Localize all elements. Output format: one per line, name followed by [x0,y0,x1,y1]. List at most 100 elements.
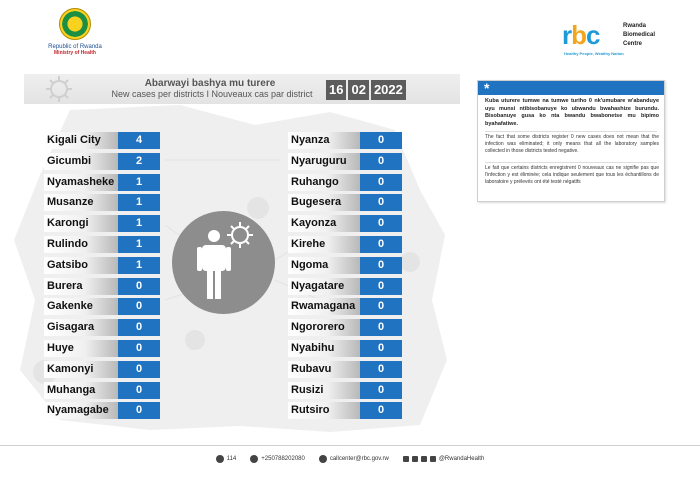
district-row: Nyanza 0 [288,132,402,149]
rbc-wordmark: rbc [562,20,600,50]
twitter-icon [402,456,409,462]
district-row: Gisagara 0 [44,319,160,337]
rbc-full-name: Rwanda Biomedical Centre [623,22,655,49]
district-name: Rulindo [44,236,118,253]
district-row: Rulindo 1 [44,236,160,253]
date-day: 16 [326,80,347,100]
district-row: Kayonza 0 [288,215,402,233]
district-row: Rutsiro 0 [288,402,402,420]
district-name: Kayonza [288,215,360,233]
district-case-count: 0 [118,402,160,420]
district-name: Gatsibo [44,256,118,274]
virus-icon [46,76,72,102]
footer-hotline: 114 [215,455,237,463]
district-row: Rubavu 0 [288,360,402,378]
district-case-count: 0 [118,298,160,316]
district-name: Rusizi [288,381,360,399]
hotline-number: 114 [226,456,237,462]
whatsapp-number: +250788202080 [261,456,305,462]
note-header: * [478,81,664,95]
district-row: Nyabihu 0 [288,340,402,357]
note-kinyarwanda: Kuba uturere tumwe na tumwe turiho 0 nk'… [485,98,659,127]
district-case-count: 0 [118,319,160,337]
district-row: Huye 0 [44,340,160,357]
district-case-count: 0 [360,215,402,233]
district-case-count: 1 [118,194,160,212]
ministry-of-health-logo: Republic of Rwanda Ministry of Health [40,8,110,56]
district-name: Nyagatare [288,277,360,295]
district-row: Karongi 1 [44,215,160,233]
district-name: Musanze [44,194,118,212]
phone-icon [215,455,224,463]
district-case-count: 0 [360,236,402,253]
district-row: Kirehe 0 [288,236,402,253]
email-icon [318,455,327,463]
district-row: Rwamagana 0 [288,298,402,316]
footer-whatsapp: +250788202080 [250,455,305,463]
district-row: Musanze 1 [44,194,160,212]
district-case-count: 0 [360,381,402,399]
district-row: Gicumbi 2 [44,152,160,170]
youtube-icon [429,456,436,462]
district-row: Ngoma 0 [288,256,402,274]
district-row: Rusizi 0 [288,381,402,399]
rbc-name-line-3: Centre [623,41,643,47]
district-name: Rutsiro [288,402,360,420]
district-row: Kamonyi 0 [44,360,160,378]
footer: 114 +250788202080 callcenter@rbc.gov.rw … [0,452,700,466]
district-name: Nyanza [288,132,360,149]
district-row: Nyamagabe 0 [44,402,160,420]
district-name: Kigali City [44,132,118,149]
note-divider [485,131,657,132]
district-name: Gisagara [44,319,118,337]
person-virus-icon [197,222,253,299]
district-row: Burera 0 [44,277,160,295]
district-row: Nyaruguru 0 [288,152,402,170]
district-name: Ngororero [288,319,360,337]
district-name: Gakenke [44,298,118,316]
disclaimer-note: * Kuba uturere tumwe na tumwe turiho 0 n… [477,80,665,202]
social-handle: @RwandaHealth [438,456,485,462]
district-name: Bugesera [288,194,360,212]
district-row: Bugesera 0 [288,194,402,212]
district-case-count: 1 [118,215,160,233]
district-case-count: 4 [118,132,160,149]
district-name: Kamonyi [44,360,118,378]
district-name: Ruhango [288,173,360,191]
date-year: 2022 [370,80,406,100]
district-name: Nyaruguru [288,152,360,170]
district-case-count: 0 [118,381,160,399]
facebook-icon [411,456,418,462]
gov-line-1: Republic of Rwanda [48,44,102,50]
district-case-count: 2 [118,152,160,170]
district-row: Ruhango 0 [288,173,402,191]
gov-line-2: Ministry of Health [54,50,96,56]
district-case-count: 0 [118,277,160,295]
footer-social: @RwandaHealth [402,456,485,462]
district-name: Kirehe [288,236,360,253]
district-case-count: 1 [118,236,160,253]
district-case-count: 1 [118,173,160,191]
district-name: Nyabihu [288,340,360,357]
district-row: Kigali City 4 [44,132,160,149]
email-address: callcenter@rbc.gov.rw [329,456,389,462]
district-row: Gakenke 0 [44,298,160,316]
district-name: Rwamagana [288,298,360,316]
rbc-name-line-1: Rwanda [623,23,647,29]
district-case-count: 0 [360,340,402,357]
note-french: Le fait que certains districts enregistr… [485,165,659,185]
district-name: Ngoma [288,256,360,274]
district-name: Karongi [44,215,118,233]
district-case-count: 1 [118,256,160,274]
district-case-count: 0 [360,194,402,212]
rbc-tagline: Healthy People, Wealthy Nation [564,51,624,56]
district-case-count: 0 [118,340,160,357]
rwanda-seal-icon [59,8,91,40]
district-case-count: 0 [360,319,402,337]
district-name: Nyamagabe [44,402,118,420]
note-english: The fact that some districts register 0 … [485,134,659,154]
social-icons [402,456,436,462]
district-case-count: 0 [118,360,160,378]
rbc-name-line-2: Biomedical [623,32,656,38]
date-month: 02 [348,80,369,100]
